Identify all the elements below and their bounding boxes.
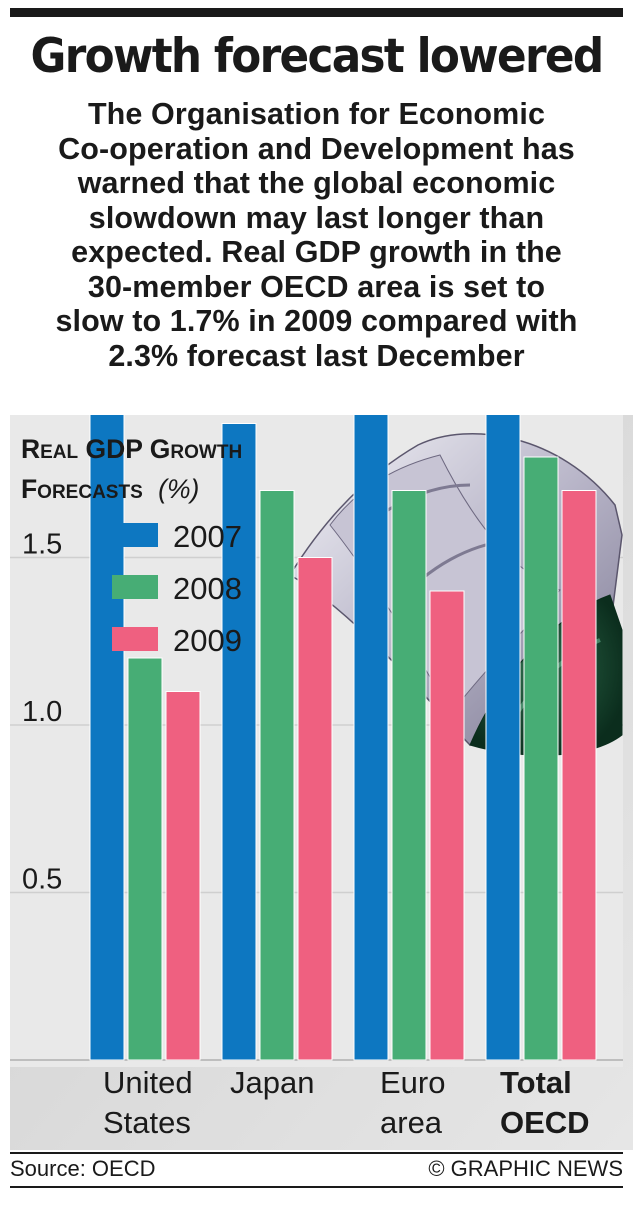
category-label-japan: Japan [230, 1065, 314, 1100]
intro-line: slow to 1.7% in 2009 compared with [55, 304, 578, 338]
legend-label: 2009 [173, 623, 242, 658]
top-rule [10, 8, 623, 17]
legend-label: 2007 [173, 519, 242, 554]
bottom-bar [10, 1186, 623, 1188]
legend-swatch-2007 [112, 523, 158, 547]
bar-euro-area-2008 [391, 490, 427, 1061]
bar-euro-area-2009 [429, 590, 465, 1061]
bar-euro-area-2007 [353, 415, 389, 1061]
category-label-total-oecd: OECD [500, 1105, 590, 1140]
category-label-united-states: United [103, 1065, 193, 1100]
credit-note: © GRAPHIC NEWS [428, 1156, 623, 1181]
legend-swatch-2008 [112, 575, 158, 599]
bar-total-oecd-2009 [561, 490, 597, 1061]
intro-line: 30-member OECD area is set to [87, 269, 546, 304]
bar-total-oecd-2007 [485, 415, 521, 1061]
bar-united-states-2007 [89, 415, 125, 1061]
y-tick-label: 0.5 [22, 864, 62, 896]
chart-title-line1: Real GDP Growth [21, 434, 242, 464]
source-note: Source: OECD [10, 1156, 156, 1181]
legend-label: 2008 [173, 571, 242, 606]
bar-united-states-2009 [165, 691, 201, 1061]
intro-line: warned that the global economic [77, 166, 556, 200]
legend-swatch-2009 [112, 627, 158, 651]
bar-japan-2008 [259, 490, 295, 1061]
category-label-united-states: States [103, 1105, 191, 1140]
chart-title-line2: Forecasts (%) [21, 474, 199, 504]
category-label-euro-area: area [380, 1105, 443, 1140]
bar-total-oecd-2008 [523, 456, 559, 1061]
intro-line: Co-operation and Development has [58, 131, 575, 166]
intro-line: The Organisation for Economic [87, 97, 546, 131]
chart-title-unit: (%) [158, 474, 199, 504]
intro-line: expected. Real GDP growth in the [71, 235, 562, 269]
bottom-rule [10, 1152, 623, 1154]
bar-japan-2009 [297, 557, 333, 1061]
chart-title-forecasts: Forecasts [21, 474, 143, 504]
page-title: Growth forecast lowered [30, 29, 605, 84]
intro-line: slowdown may last longer than [88, 200, 545, 235]
bar-united-states-2008 [127, 657, 163, 1061]
category-label-euro-area: Euro [380, 1065, 445, 1100]
y-tick-label: 1.5 [22, 529, 62, 561]
intro-line: 2.3% forecast last December [108, 338, 525, 373]
bar-japan-2007 [221, 423, 257, 1061]
category-label-total-oecd: Total [500, 1065, 572, 1100]
intro-text: The Organisation for Economic Co-operati… [6, 97, 627, 373]
y-tick-label: 1.0 [22, 696, 62, 728]
